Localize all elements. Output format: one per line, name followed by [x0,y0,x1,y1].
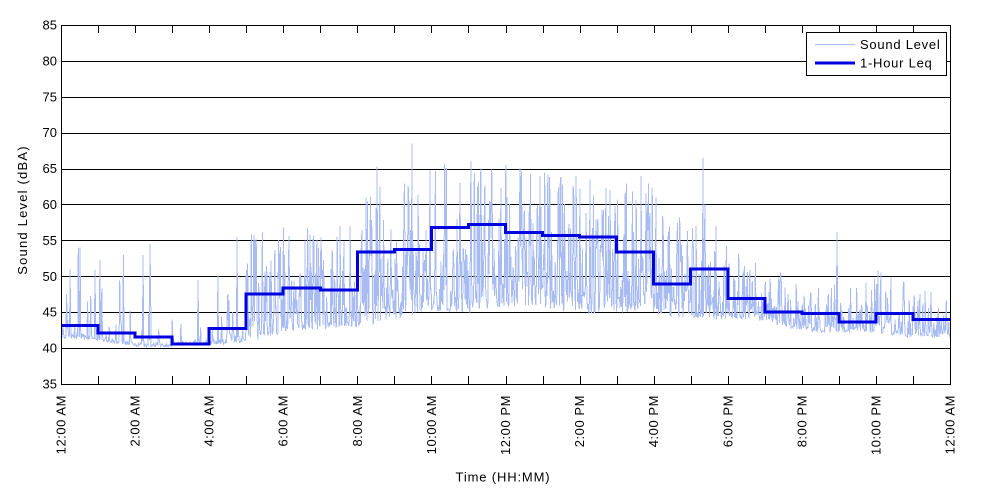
svg-text:10:00 AM: 10:00 AM [424,395,439,454]
svg-text:Sound Level: Sound Level [860,37,941,52]
svg-text:8:00 PM: 8:00 PM [794,395,809,447]
svg-text:12:00 AM: 12:00 AM [943,395,958,454]
svg-text:75: 75 [43,89,57,104]
svg-text:4:00 PM: 4:00 PM [646,395,661,447]
svg-text:6:00 PM: 6:00 PM [720,395,735,447]
svg-text:Sound Level (dBA): Sound Level (dBA) [15,145,30,275]
svg-text:35: 35 [43,377,57,392]
svg-text:1-Hour Leq: 1-Hour Leq [860,56,933,71]
svg-text:Time (HH:MM): Time (HH:MM) [456,470,551,485]
svg-text:55: 55 [43,233,57,248]
svg-text:50: 50 [43,269,57,284]
svg-text:70: 70 [43,125,57,140]
svg-text:2:00 AM: 2:00 AM [128,395,143,447]
svg-text:8:00 AM: 8:00 AM [350,395,365,447]
svg-text:65: 65 [43,161,57,176]
svg-text:10:00 PM: 10:00 PM [868,395,883,455]
svg-text:12:00 AM: 12:00 AM [54,395,69,454]
svg-text:4:00 AM: 4:00 AM [202,395,217,447]
svg-text:6:00 AM: 6:00 AM [276,395,291,447]
svg-text:60: 60 [43,197,57,212]
svg-text:85: 85 [43,18,57,33]
svg-text:80: 80 [43,53,57,68]
svg-text:2:00 PM: 2:00 PM [572,395,587,447]
svg-text:40: 40 [43,341,57,356]
svg-text:12:00 PM: 12:00 PM [498,395,513,455]
svg-text:45: 45 [43,305,57,320]
